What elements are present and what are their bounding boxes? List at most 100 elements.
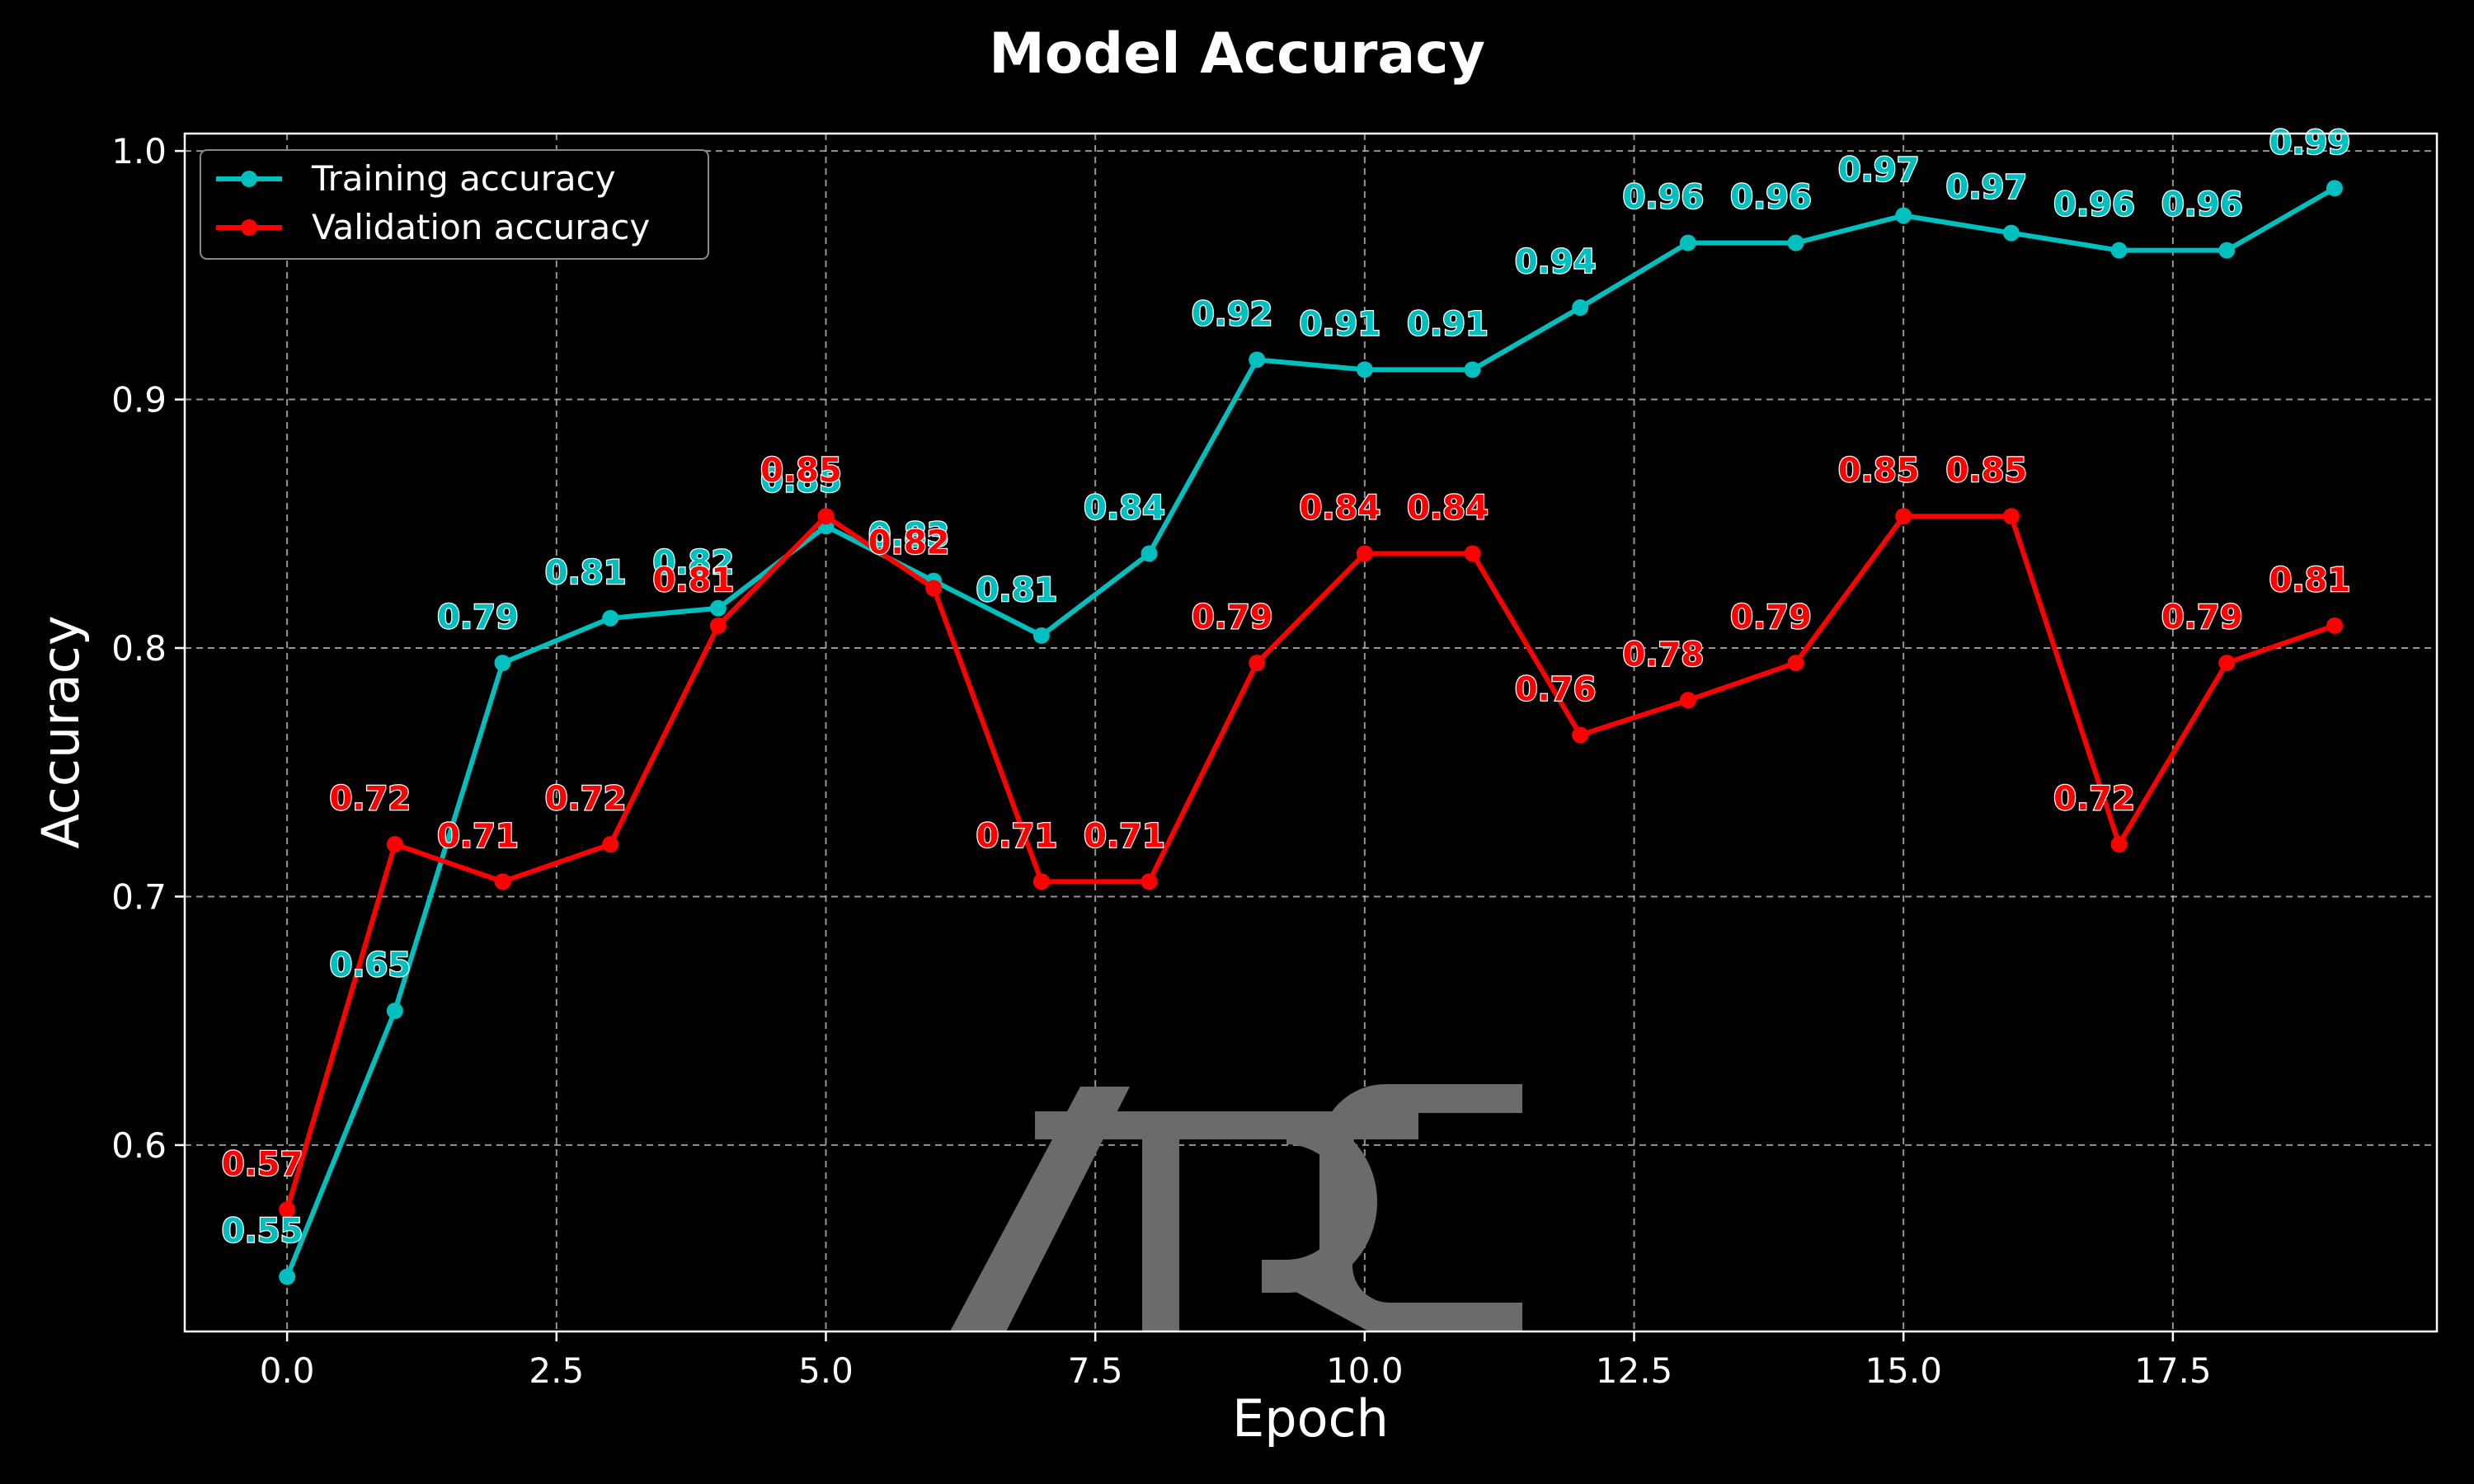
point-validation [1141,873,1158,890]
data-label-training: 0.99 [2269,124,2351,162]
y-tick-label: 1.0 [111,131,167,171]
point-validation [1787,655,1804,672]
data-label-validation: 0.78 [1622,636,1704,674]
point-training [1249,351,1266,369]
legend: Training accuracy Validation accuracy [200,149,709,260]
x-axis-label: Epoch [1232,1388,1389,1449]
point-validation [1895,508,1912,525]
data-label-training: 0.79 [437,599,519,636]
data-label-validation: 0.72 [2053,780,2135,818]
data-label-training: 0.85 [760,462,842,500]
point-training [1679,234,1696,251]
point-validation [386,836,403,853]
legend-box [200,149,709,260]
point-validation [2110,836,2128,853]
data-label-training: 0.91 [1299,305,1380,343]
data-label-training: 0.96 [1622,179,1704,217]
data-label-validation: 0.85 [1838,452,1920,490]
series-line-training [285,186,2336,1278]
point-validation [817,508,835,525]
x-tick-label: 0.0 [260,1350,315,1391]
point-training [1572,299,1589,317]
data-label-validation: 0.72 [329,780,411,818]
series-layer [279,180,2343,1285]
point-validation [494,873,511,890]
point-training [1141,545,1158,562]
y-tick-label: 0.7 [111,876,167,917]
data-label-validation: 0.71 [976,817,1057,855]
data-labels: 0.550.650.790.81 0.820.850.830.810.840.92… [221,123,2352,1252]
point-training [2218,242,2236,259]
point-validation [1032,873,1050,890]
point-validation [1249,655,1266,672]
y-axis-label: Accuracy [31,615,91,848]
data-label-training: 0.94 [1515,243,1597,281]
point-validation [2002,508,2020,525]
data-label-validation: 0.81 [2269,561,2351,599]
point-training [279,1268,296,1285]
legend-marker-training [241,171,257,187]
data-label-validation: 0.84 [1407,489,1489,527]
data-label-validation: 0.81 [652,561,734,599]
point-training [2002,224,2020,242]
x-tick-label: 2.5 [529,1350,584,1391]
point-training [1356,361,1373,378]
x-tick-label: 17.5 [2134,1350,2212,1391]
data-label-training: 0.82 [652,544,734,582]
data-label-training: 0.97 [1838,151,1920,189]
legend-item-validation: Validation accuracy [216,207,650,247]
point-validation [2326,617,2343,634]
data-label-training: 0.92 [1192,295,1273,333]
legend-marker-validation [241,219,257,236]
watermark-logo [950,1084,1522,1331]
y-tick-label: 0.8 [111,628,167,669]
data-label-training: 0.55 [222,1213,303,1251]
point-validation [709,617,727,634]
y-tick-label: 0.6 [111,1125,167,1166]
data-label-validation: 0.71 [437,817,519,855]
x-tick-label: 7.5 [1068,1350,1123,1391]
data-label-training: 0.83 [868,517,950,555]
legend-label-training: Training accuracy [311,158,616,199]
point-training [602,609,619,627]
data-label-validation: 0.57 [222,1145,303,1183]
x-tick-label: 12.5 [1596,1350,1673,1391]
point-validation [602,836,619,853]
point-training [386,1003,403,1020]
data-label-validation: 0.71 [1084,817,1165,855]
legend-label-validation: Validation accuracy [312,207,650,247]
data-label-validation: 0.79 [1192,599,1273,636]
legend-item-training: Training accuracy [216,158,616,199]
point-validation [1464,545,1481,562]
data-label-training: 0.65 [329,946,411,984]
x-tick-label: 15.0 [1865,1350,1942,1391]
data-label-training: 0.81 [976,571,1057,609]
y-axis-ticks: 0.6 0.7 0.8 0.9 1.0 [111,131,185,1166]
data-label-training: 0.96 [2161,186,2243,224]
data-label-validation: 0.79 [2161,599,2243,636]
point-training [2326,180,2343,197]
point-training [1032,627,1050,644]
y-tick-label: 0.9 [111,380,167,420]
series-line-validation [285,514,2335,1211]
point-training [2110,242,2128,259]
point-training [1895,207,1912,224]
data-label-training: 0.84 [1084,489,1165,527]
data-label-validation: 0.82 [868,524,950,562]
data-label-validation: 0.72 [545,780,627,818]
data-label-validation: 0.85 [760,452,842,490]
data-label-training: 0.91 [1407,305,1489,343]
data-label-training: 0.96 [1730,179,1812,217]
point-training [1787,234,1804,251]
x-axis-ticks: 0.0 2.5 5.0 7.5 10.0 12.5 15.0 17.5 [260,1331,2212,1391]
point-training [494,655,511,672]
data-label-training: 0.81 [545,554,627,592]
data-label-validation: 0.84 [1299,489,1380,527]
point-validation [925,580,943,597]
data-label-validation: 0.76 [1515,671,1597,709]
point-validation [279,1201,296,1219]
x-tick-label: 10.0 [1326,1350,1404,1391]
chart-title: Model Accuracy [989,21,1485,87]
point-training [1464,361,1481,378]
